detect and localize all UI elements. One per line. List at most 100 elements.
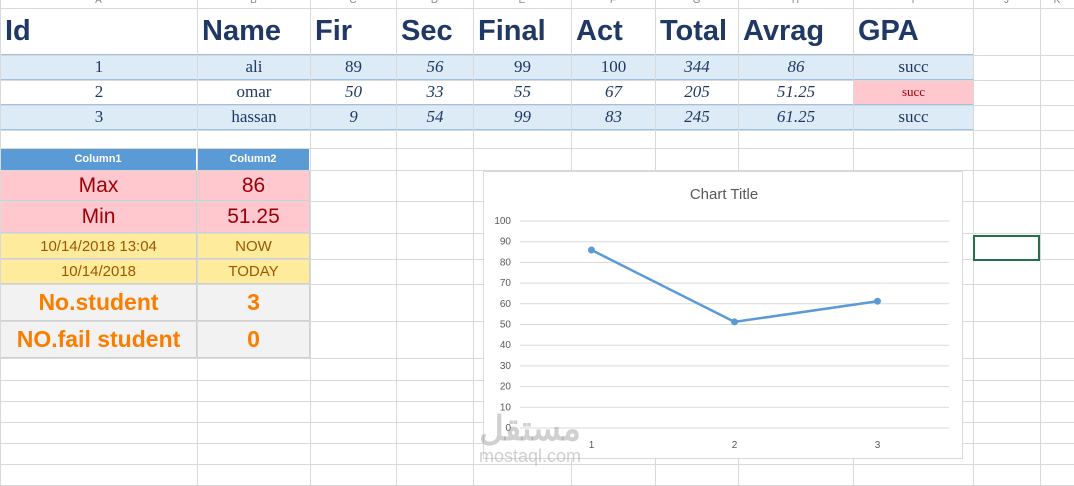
summary-cell: 3 [197, 284, 310, 321]
summary-cell: Max [0, 170, 197, 201]
column-letter: I [911, 0, 915, 6]
table-cell: 99 [473, 105, 571, 130]
table-header: Name [197, 8, 310, 55]
gridline [1040, 0, 1041, 486]
table-cell: 1 [0, 55, 197, 80]
gridline [0, 80, 1074, 81]
summary-header: Column1 [0, 148, 197, 170]
y-tick-label: 40 [500, 340, 512, 351]
gridline [0, 170, 1074, 171]
column-letter: H [791, 0, 800, 6]
y-tick-label: 100 [494, 216, 511, 227]
gridline [0, 55, 1074, 56]
table-cell: 344 [655, 55, 738, 80]
table-cell: 67 [571, 80, 655, 105]
column-letter: C [349, 0, 357, 6]
table-cell: 61.25 [738, 105, 853, 130]
gridline [473, 0, 474, 486]
table-cell: 86 [738, 55, 853, 80]
column-letter: A [95, 0, 102, 6]
table-header: Sec [396, 8, 473, 55]
table-cell: 51.25 [738, 80, 853, 105]
table-cell: 9 [310, 105, 396, 130]
y-tick-label: 60 [500, 299, 512, 310]
table-header: Total [655, 8, 738, 55]
watermark: مستقل mostaql.com [430, 412, 630, 466]
table-cell: 245 [655, 105, 738, 130]
summary-cell: 0 [197, 321, 310, 358]
table-cell: 2 [0, 80, 197, 105]
table-cell: succ [853, 55, 973, 80]
table-cell: 50 [310, 80, 396, 105]
table-cell: hassan [197, 105, 310, 130]
y-tick-label: 20 [500, 382, 512, 393]
table-cell: 205 [655, 80, 738, 105]
y-tick-label: 80 [500, 257, 512, 268]
table-cell: 56 [396, 55, 473, 80]
gridline [0, 8, 1074, 9]
column-letter: E [518, 0, 526, 6]
table-cell: 33 [396, 80, 473, 105]
summary-header: Column2 [197, 148, 310, 170]
y-tick-label: 90 [500, 237, 512, 248]
summary-cell: 10/14/2018 13:04 [0, 233, 197, 259]
watermark-url: mostaql.com [478, 446, 582, 466]
column-letter: F [609, 0, 617, 6]
gridline [0, 148, 1074, 149]
gridline [197, 0, 198, 486]
summary-cell: No.student [0, 284, 197, 321]
summary-cell: NOW [197, 233, 310, 259]
watermark-logo: مستقل [479, 410, 581, 448]
table-header: Final [473, 8, 571, 55]
table-cell: 54 [396, 105, 473, 130]
summary-cell: 10/14/2018 [0, 259, 197, 284]
x-tick-label: 1 [589, 440, 595, 451]
table-cell: 55 [473, 80, 571, 105]
table-cell: succ [853, 105, 973, 130]
data-point [588, 246, 595, 254]
y-tick-label: 30 [500, 361, 512, 372]
chart[interactable]: Chart Title 0 10 20 30 40 50 60 70 80 90 100 1 2 3 [483, 171, 963, 459]
selected-cell[interactable] [973, 235, 1040, 261]
summary-cell: 86 [197, 170, 310, 201]
y-tick-label: 70 [500, 278, 512, 289]
chart-title: Chart Title [690, 186, 758, 203]
x-tick-label: 2 [732, 440, 738, 451]
table-header: GPA [853, 8, 973, 55]
table-cell: 83 [571, 105, 655, 130]
table-header: Avrag [738, 8, 853, 55]
gridline [0, 130, 1074, 131]
table-cell: ali [197, 55, 310, 80]
y-tick-label: 10 [500, 402, 512, 413]
summary-cell: Min [0, 201, 197, 233]
data-point [731, 318, 738, 326]
column-letter: G [692, 0, 701, 6]
gridline [396, 0, 397, 486]
table-cell: 89 [310, 55, 396, 80]
table-cell: succ [853, 80, 973, 105]
gridline [310, 0, 311, 486]
column-letter: J [1004, 0, 1009, 6]
gridline [0, 0, 1, 486]
table-header: Act [571, 8, 655, 55]
table-cell: omar [197, 80, 310, 105]
y-tick-label: 0 [505, 423, 511, 434]
gridline [0, 105, 1074, 106]
table-header: Fir [310, 8, 396, 55]
summary-cell: TODAY [197, 259, 310, 284]
table-header: Id [0, 8, 197, 55]
column-letter: K [1053, 0, 1061, 6]
x-tick-label: 3 [875, 440, 881, 451]
y-tick-label: 50 [500, 320, 512, 331]
summary-cell: 51.25 [197, 201, 310, 233]
column-letter: B [250, 0, 257, 6]
summary-cell: NO.fail student [0, 321, 197, 358]
column-letter: D [430, 0, 439, 6]
gridline [0, 464, 1074, 465]
table-cell: 99 [473, 55, 571, 80]
table-cell: 100 [571, 55, 655, 80]
table-cell: 3 [0, 105, 197, 130]
data-point [874, 297, 881, 305]
data-line [590, 248, 878, 324]
